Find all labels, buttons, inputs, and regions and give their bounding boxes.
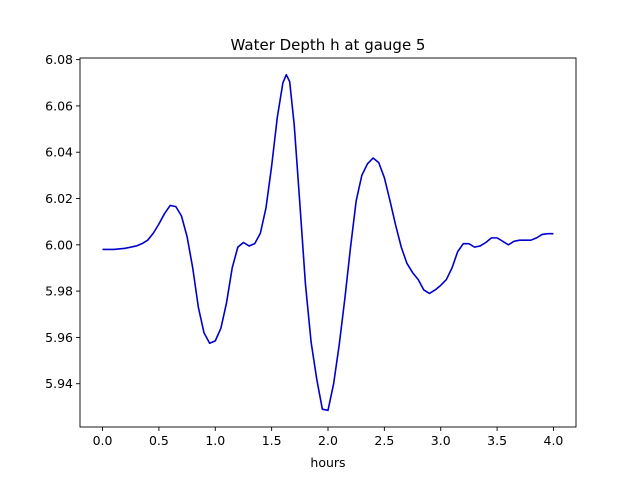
x-axis-label: hours (310, 455, 345, 470)
x-tick-label: 1.0 (205, 433, 225, 448)
y-tick-label: 6.06 (45, 98, 73, 113)
x-tick-label: 4.0 (544, 433, 564, 448)
x-tick-label: 2.0 (318, 433, 338, 448)
y-tick-label: 5.98 (45, 284, 73, 299)
plot-frame (79, 57, 577, 428)
y-tick-label: 6.00 (45, 237, 73, 252)
y-tick-label: 6.08 (45, 52, 73, 67)
chart-title: Water Depth h at gauge 5 (231, 36, 426, 54)
y-tick-label: 6.04 (45, 145, 73, 160)
x-tick-label: 0.5 (149, 433, 169, 448)
x-tick-label: 3.5 (487, 433, 507, 448)
y-axis-ticks: 5.94 5.96 5.98 6.00 6.02 6.04 6.06 6.08 (45, 52, 80, 391)
y-tick-label: 5.96 (45, 330, 73, 345)
x-tick-label: 0.0 (93, 433, 113, 448)
y-tick-label: 5.94 (45, 376, 73, 391)
y-tick-label: 6.02 (45, 191, 73, 206)
x-tick-label: 2.5 (374, 433, 394, 448)
x-tick-label: 3.0 (431, 433, 451, 448)
series-line (102, 73, 554, 412)
x-tick-label: 1.5 (262, 433, 282, 448)
x-axis-ticks: 0.0 0.5 1.0 1.5 2.0 2.5 3.0 3.5 4.0 (93, 427, 564, 448)
